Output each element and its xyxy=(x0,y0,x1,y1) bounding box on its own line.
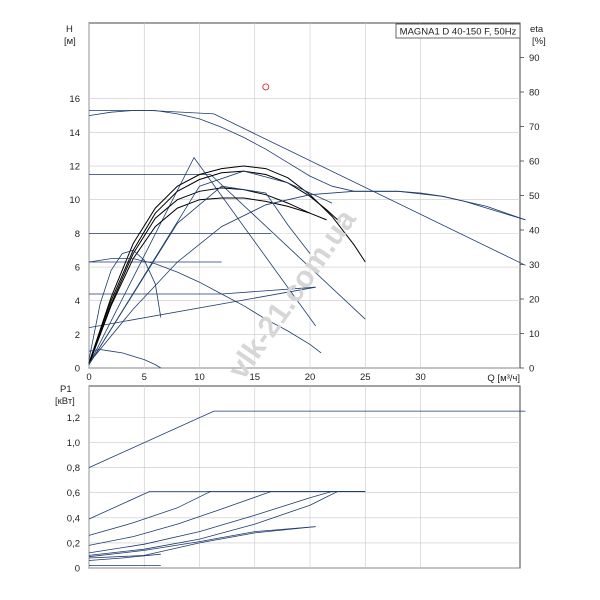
head-curve-6 xyxy=(88,156,316,365)
head-curve-16 xyxy=(88,185,311,365)
head-curve-9 xyxy=(88,187,327,365)
y2-tick-label: 20 xyxy=(529,295,540,306)
bottom-y-tick-label: 1,2 xyxy=(67,413,80,424)
y2-axis-label: eta xyxy=(530,24,544,35)
y2-tick-label: 40 xyxy=(529,226,540,237)
head-curve-14 xyxy=(88,249,162,360)
bottom-y-tick-label: 0,4 xyxy=(67,513,80,524)
y-tick-label: 6 xyxy=(75,263,80,274)
y-tick-label: 2 xyxy=(75,330,80,341)
y2-tick-label: 50 xyxy=(529,191,540,202)
y-tick-label: 4 xyxy=(75,296,80,307)
y2-tick-label: 80 xyxy=(529,88,540,99)
power-curve-2 xyxy=(88,491,366,536)
y2-tick-label: 70 xyxy=(529,122,540,133)
head-curve-17 xyxy=(88,170,333,365)
head-curve-5 xyxy=(88,286,316,328)
x-tick-label: 30 xyxy=(415,372,426,383)
y2-tick-label: 0 xyxy=(529,364,534,375)
x-axis-label: Q [м³/ч] xyxy=(487,373,520,384)
y2-tick-label: 90 xyxy=(529,53,540,64)
x-tick-label: 25 xyxy=(360,372,371,383)
head-curve-13 xyxy=(88,258,322,354)
bottom-series-group xyxy=(88,410,526,566)
bottom-grid xyxy=(88,386,520,569)
operating-point-marker xyxy=(262,83,270,91)
bottom-y-tick-label: 0,2 xyxy=(67,538,80,549)
head-curve-0 xyxy=(89,110,526,266)
head-curve-15 xyxy=(88,349,162,369)
y2-tick-label: 60 xyxy=(529,157,540,168)
power-curve-7 xyxy=(88,526,316,559)
y-tick-label: 16 xyxy=(69,94,80,105)
head-curve-7 xyxy=(88,165,366,364)
head-curve-1 xyxy=(89,174,366,320)
x-tick-label: 10 xyxy=(194,372,205,383)
bottom-y-tick-label: 0,8 xyxy=(67,463,80,474)
power-curve-0 xyxy=(88,410,526,468)
y-tick-label: 14 xyxy=(69,128,80,139)
x-tick-label: 15 xyxy=(249,372,260,383)
x-tick-label: 20 xyxy=(305,372,316,383)
power-curve-5 xyxy=(88,491,366,556)
y-tick-label: 12 xyxy=(69,162,80,173)
power-curve-1 xyxy=(88,491,366,520)
p1-axis-label: P1 xyxy=(60,384,72,395)
x-tick-label: 0 xyxy=(86,372,91,383)
head-curve-12 xyxy=(88,190,526,364)
power-curve-8 xyxy=(88,553,161,561)
head-curve-11 xyxy=(88,110,526,221)
power-curve-3 xyxy=(88,491,366,546)
p1-axis-unit: [кВт] xyxy=(55,396,75,407)
x-tick-label: 5 xyxy=(142,372,147,383)
y2-axis-unit: [%] xyxy=(532,36,546,47)
y-tick-label: 10 xyxy=(69,195,80,206)
top-ticks: 0 5 10 15 20 25 30 0 2 4 6 8 10 12 14 16 0 10 20 30 40 50 60 70… xyxy=(69,53,539,383)
bottom-y-tick-label: 1,0 xyxy=(67,438,80,449)
y2-tick-label: 30 xyxy=(529,260,540,271)
power-curve-6 xyxy=(88,526,316,558)
y-axis-label: H xyxy=(66,24,73,35)
y-axis-unit: [м] xyxy=(64,36,76,47)
power-curve-4 xyxy=(88,491,366,554)
bottom-ticks: 0 0,2 0,4 0,6 0,8 1,0 1,2 xyxy=(67,413,80,575)
bottom-y-tick-label: 0 xyxy=(75,564,80,575)
title-box xyxy=(395,23,521,39)
top-series-group xyxy=(88,110,526,369)
y2-tick-label: 10 xyxy=(529,329,540,340)
bottom-y-tick-label: 0,6 xyxy=(67,488,80,499)
y-tick-label: 0 xyxy=(75,364,80,375)
y-tick-label: 8 xyxy=(75,229,80,240)
chart-title: MAGNA1 D 40-150 F, 50Hz xyxy=(400,27,517,38)
bottom-plot-frame xyxy=(88,385,521,569)
